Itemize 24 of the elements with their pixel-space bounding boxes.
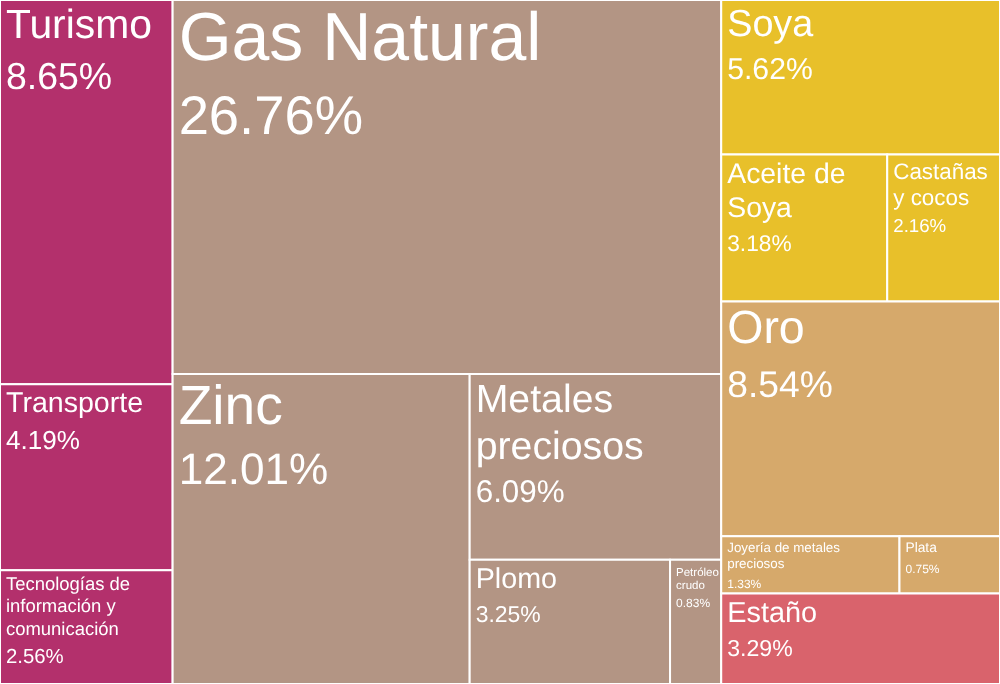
- data-label: 2.56%: [6, 646, 64, 669]
- data-label: 3.25%: [475, 604, 541, 629]
- data-label: 12.01%: [178, 444, 329, 495]
- category-label: Soya: [727, 2, 815, 44]
- data-label: 6.09%: [475, 476, 565, 511]
- data-label: 2.16%: [893, 216, 947, 237]
- data-label: 3.18%: [727, 232, 792, 257]
- data-label: 8.65%: [6, 54, 113, 97]
- category-label: Estaño: [727, 597, 818, 630]
- category-label: Turismo: [6, 4, 152, 48]
- category-label: Oro: [727, 301, 805, 354]
- category-label: Tecnologías de información y comunicación: [6, 574, 131, 639]
- data-label: 8.54%: [727, 363, 833, 406]
- category-label: Zinc: [178, 374, 284, 437]
- category-label: Aceite de Soya: [727, 158, 846, 225]
- data-label: 26.76%: [178, 83, 364, 146]
- data-label: 5.62%: [727, 53, 813, 88]
- category-label: Plomo: [475, 563, 558, 596]
- data-label: 3.29%: [727, 638, 793, 663]
- category-label: Metales preciosos: [475, 378, 645, 470]
- data-label: 4.19%: [6, 424, 81, 455]
- category-label: Gas Natural: [178, 0, 542, 76]
- category-label: Transporte: [6, 388, 144, 421]
- category-label: Castañas y cocos: [893, 160, 989, 212]
